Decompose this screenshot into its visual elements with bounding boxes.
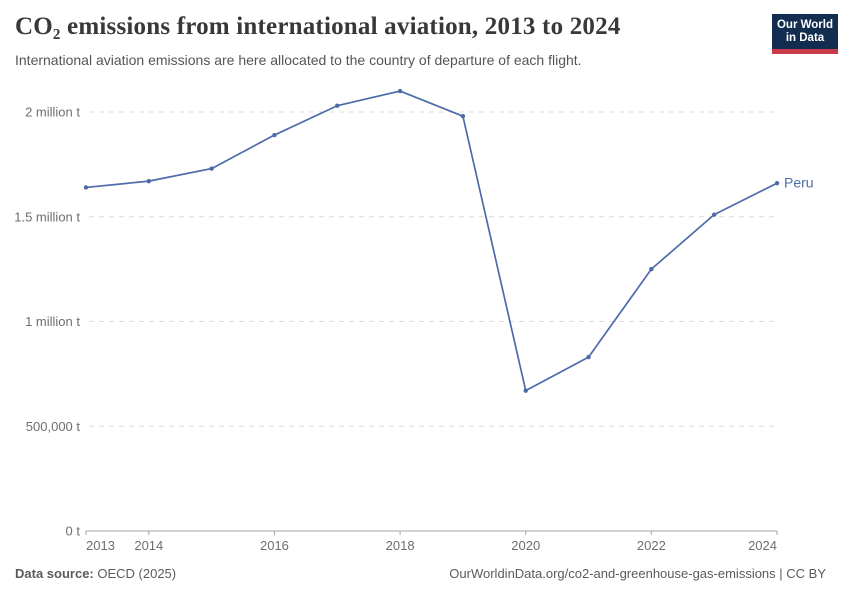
data-point-2023[interactable] (711, 212, 717, 217)
data-point-2013[interactable] (83, 185, 89, 190)
data-point-2022[interactable] (649, 266, 654, 272)
x-tick-label: 2022 (637, 538, 666, 553)
data-source: Data source: OECD (2025) (15, 566, 176, 581)
data-point-2018[interactable] (397, 88, 403, 94)
line-chart-plot-area[interactable]: 0 t 500,000 t 1 million t 1.5 million t 2 mi… (0, 80, 850, 562)
data-source-label: Data source: (15, 566, 94, 581)
data-source-value: OECD (2025) (93, 566, 177, 581)
x-tick-label: 2016 (260, 538, 289, 553)
series-label-peru: Peru (784, 175, 814, 191)
y-tick-label: 2 million t (25, 105, 80, 120)
attribution-link[interactable]: OurWorldinData.org/co2-and-greenhouse-ga… (449, 566, 826, 581)
data-point-2021[interactable] (586, 354, 591, 360)
owid-logo-line1: Our World (776, 19, 833, 31)
data-point-2024[interactable] (774, 181, 780, 186)
y-tick-label: 1.5 million t (14, 209, 80, 224)
x-tick-label: 2024 (748, 538, 777, 553)
chart-title: CO₂ emissions from international aviatio… (15, 13, 621, 40)
chart-footer: Data source: OECD (2025) OurWorldinData.… (15, 566, 826, 581)
data-point-2020[interactable] (523, 388, 528, 393)
data-point-2019[interactable] (460, 113, 466, 119)
x-tick-label: 2013 (86, 538, 115, 553)
owid-logo-line2: in Data (785, 32, 825, 44)
data-point-2015[interactable] (209, 166, 214, 171)
y-tick-label: 500,000 t (26, 419, 81, 434)
data-point-2016[interactable] (272, 132, 277, 138)
y-tick-label: 1 million t (25, 314, 80, 329)
x-tick-label: 2018 (386, 538, 415, 553)
x-tick-label: 2020 (511, 538, 540, 553)
data-point-2017[interactable] (335, 103, 340, 108)
y-tick-label: 0 t (66, 524, 81, 539)
owid-logo: Our World in Data (772, 14, 838, 54)
x-tick-label: 2014 (134, 538, 163, 553)
chart-subtitle: International aviation emissions are her… (15, 52, 582, 68)
data-line-peru[interactable] (85, 90, 778, 392)
data-point-2014[interactable] (146, 178, 152, 184)
